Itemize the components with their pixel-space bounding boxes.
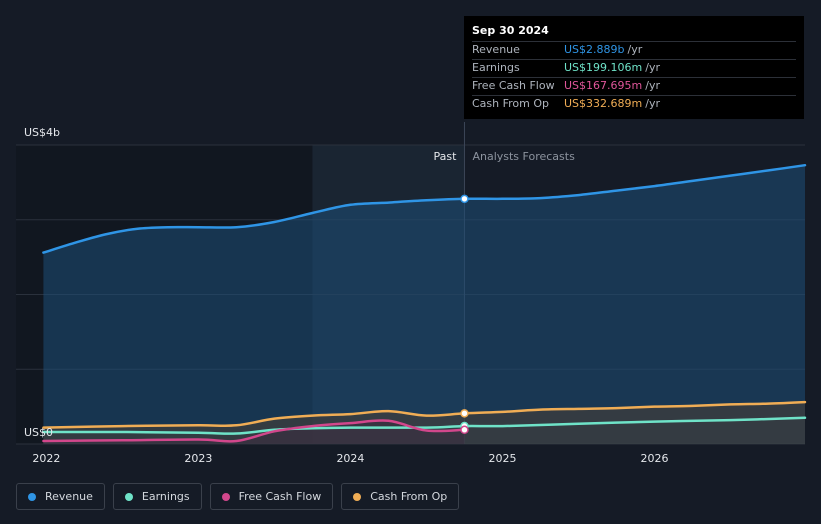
y-axis-bottom-label: US$0 xyxy=(24,426,53,439)
tooltip-unit: /yr xyxy=(627,43,643,56)
earnings-line xyxy=(42,416,807,435)
earnings-dot-icon xyxy=(124,492,133,501)
tooltip-value: US$2.889b xyxy=(564,43,625,56)
forecast-label: Analysts Forecasts xyxy=(472,150,575,163)
tooltip-unit: /yr xyxy=(645,61,660,74)
revenue-area xyxy=(43,165,805,444)
tooltip-unit: /yr xyxy=(645,79,660,92)
legend-item-free-cash-flow[interactable]: Free Cash Flow xyxy=(209,483,334,510)
tooltip-row-free-cash-flow: Free Cash Flow US$167.695m /yr xyxy=(472,77,796,95)
legend-label: Earnings xyxy=(141,490,190,503)
past-label: Past xyxy=(434,150,458,163)
x-tick-label: 2023 xyxy=(184,452,212,465)
legend-item-cash-from-op[interactable]: Cash From Op xyxy=(341,483,460,510)
free-cash-flow-dot-icon xyxy=(221,492,230,501)
x-tick-label: 2024 xyxy=(336,452,364,465)
tooltip-label: Free Cash Flow xyxy=(472,79,555,92)
tooltip-label: Cash From Op xyxy=(472,97,550,110)
x-tick-label: 2025 xyxy=(488,452,516,465)
legend-item-earnings[interactable]: Earnings xyxy=(112,483,202,510)
tooltip-label: Revenue xyxy=(472,43,520,56)
x-tick-label: 2022 xyxy=(32,452,60,465)
legend: Revenue Earnings Free Cash Flow Cash Fro… xyxy=(16,483,467,510)
revenue-marker xyxy=(460,194,469,204)
free-cash-flow-marker xyxy=(460,425,469,435)
tooltip-date: Sep 30 2024 xyxy=(472,24,549,37)
x-tick-label: 2026 xyxy=(640,452,668,465)
y-axis-top-label: US$4b xyxy=(24,126,60,139)
revenue-line xyxy=(42,163,807,254)
legend-label: Revenue xyxy=(45,490,93,503)
free-cash-flow-line xyxy=(42,419,466,443)
tooltip: Sep 30 2024 Revenue US$2.889b /yr Earnin… xyxy=(464,16,804,119)
cash-from-op-marker xyxy=(460,409,469,418)
tooltip-unit: /yr xyxy=(645,97,660,110)
tooltip-row-cash-from-op: Cash From Op US$332.689m /yr xyxy=(472,95,796,113)
legend-item-revenue[interactable]: Revenue xyxy=(16,483,105,510)
tooltip-row-revenue: Revenue US$2.889b /yr xyxy=(472,41,796,59)
tooltip-value: US$199.106m xyxy=(564,61,643,74)
legend-label: Free Cash Flow xyxy=(238,490,322,503)
tooltip-value: US$167.695m xyxy=(564,79,643,92)
cash-from-op-dot-icon xyxy=(353,492,362,501)
tooltip-label: Earnings xyxy=(472,61,520,74)
legend-label: Cash From Op xyxy=(370,490,448,503)
tooltip-value: US$332.689m xyxy=(564,97,643,110)
revenue-dot-icon xyxy=(28,492,36,501)
tooltip-row-earnings: Earnings US$199.106m /yr xyxy=(472,59,796,77)
